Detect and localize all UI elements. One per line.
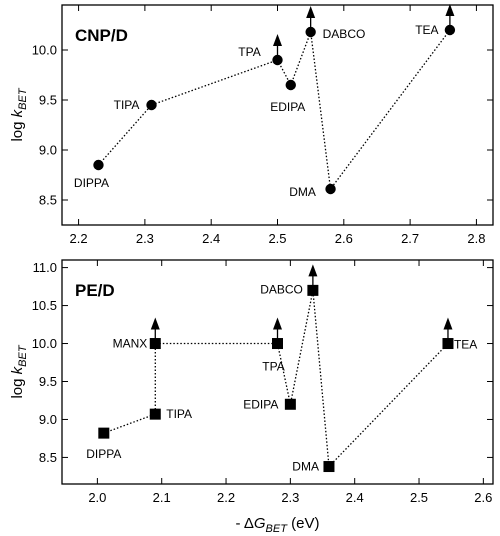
x-tick-label-2-5: 2.5 bbox=[410, 490, 428, 505]
data-label-tpa: TPA bbox=[238, 45, 260, 59]
lower-bound-arrow-manx-head bbox=[150, 317, 160, 330]
data-label-tipa: TIPA bbox=[114, 98, 140, 112]
lower-bound-arrow-tea-head bbox=[443, 317, 453, 330]
y-axis-title-variable: k bbox=[9, 108, 26, 117]
y-tick-label-10-0: 10.0 bbox=[32, 43, 57, 58]
data-point-dma bbox=[323, 461, 335, 473]
x-tick-label-2-6: 2.6 bbox=[474, 490, 492, 505]
data-label-tea: TEA bbox=[454, 338, 477, 352]
panel-title: CNP/D bbox=[75, 26, 128, 45]
lower-bound-arrow-dabco-head bbox=[308, 264, 318, 277]
data-point-tipa bbox=[149, 408, 161, 420]
x-axis-title: - ΔGBET (eV) bbox=[236, 515, 320, 535]
data-label-edipa: EDIPA bbox=[270, 100, 305, 114]
data-label-dabco: DABCO bbox=[323, 27, 366, 41]
lower-bound-arrow-manx bbox=[150, 317, 160, 339]
data-label-tipa: TIPA bbox=[166, 407, 192, 421]
x-tick-label-2-2: 2.2 bbox=[70, 231, 88, 246]
data-point-dippa bbox=[98, 427, 110, 439]
y-axis-title: log kBET bbox=[9, 344, 29, 398]
panel-pe-d: 2.0 2.1 2.2 2.3 2.4 2.5 2.6 8.5 9.0 9.5 10.0 10.5 11… bbox=[9, 259, 494, 505]
data-point-edipa bbox=[284, 398, 296, 410]
x-axis-title-text-variable: G bbox=[254, 515, 266, 532]
data-point-tea bbox=[444, 24, 456, 36]
y-axis-title-prefix: log bbox=[9, 374, 26, 398]
data-label-dippa: DIPPA bbox=[74, 176, 109, 190]
y-tick-label-8-5: 8.5 bbox=[39, 450, 57, 465]
data-point-dma bbox=[325, 183, 336, 195]
data-point-tpa bbox=[272, 338, 283, 350]
data-label-tpa: TPA bbox=[262, 360, 284, 374]
data-point-tea bbox=[442, 338, 454, 350]
data-point-manx bbox=[149, 338, 161, 350]
x-tick-label-2-1: 2.1 bbox=[153, 490, 171, 505]
data-label-dabco: DABCO bbox=[260, 282, 303, 296]
data-label-dippa: DIPPA bbox=[86, 447, 121, 461]
lower-bound-arrow-tea-head bbox=[445, 4, 455, 16]
y-axis-title-subscript: BET bbox=[17, 344, 29, 367]
data-point-dabco bbox=[307, 284, 319, 296]
x-tick-label-2-5: 2.5 bbox=[268, 231, 286, 246]
y-tick-label-10-5: 10.5 bbox=[32, 298, 57, 313]
x-tick-label-2-3: 2.3 bbox=[281, 490, 299, 505]
data-point-tipa bbox=[146, 99, 157, 111]
y-tick-label-8-5: 8.5 bbox=[39, 193, 57, 208]
x-axis-title-text-prefix: - Δ bbox=[236, 515, 254, 532]
x-axis-title-text: - ΔGBET (eV) bbox=[236, 515, 320, 535]
lower-bound-arrow-dabco bbox=[306, 6, 316, 27]
data-point-tpa bbox=[272, 54, 283, 66]
lower-bound-arrow-tpa-head bbox=[273, 317, 282, 330]
data-label-tea: TEA bbox=[415, 23, 438, 37]
data-point-dippa bbox=[93, 159, 104, 171]
y-tick-label-9-0: 9.0 bbox=[39, 143, 57, 158]
x-tick-label-2-0: 2.0 bbox=[88, 490, 106, 505]
y-tick-label-10-0: 10.0 bbox=[32, 336, 57, 351]
panel-title: PE/D bbox=[75, 281, 115, 300]
x-tick-label-2-6: 2.6 bbox=[335, 231, 353, 246]
x-tick-label-2-4: 2.4 bbox=[346, 490, 364, 505]
y-tick-label-9-5: 9.5 bbox=[39, 374, 57, 389]
plot-frame bbox=[61, 259, 494, 485]
y-tick-label-9-0: 9.0 bbox=[39, 412, 57, 427]
x-tick-label-2-7: 2.7 bbox=[401, 231, 419, 246]
y-tick-label-9-5: 9.5 bbox=[39, 93, 57, 108]
data-label-dma: DMA bbox=[292, 460, 319, 474]
data-label-manx: MANX bbox=[113, 337, 148, 351]
lower-bound-arrow-tpa bbox=[273, 34, 282, 55]
x-axis-title-text-subscript: BET bbox=[266, 523, 289, 535]
series-line bbox=[103, 290, 449, 468]
lower-bound-arrow-tea bbox=[445, 4, 455, 25]
y-tick-label-11-0: 11.0 bbox=[33, 260, 57, 275]
data-point-dabco bbox=[305, 26, 316, 38]
data-point-edipa bbox=[285, 79, 296, 91]
lower-bound-arrow-dabco-head bbox=[306, 6, 316, 18]
x-tick-label-2-2: 2.2 bbox=[217, 490, 235, 505]
lower-bound-arrow-tpa-head bbox=[273, 34, 282, 46]
data-label-edipa: EDIPA bbox=[243, 397, 278, 411]
y-axis-title: log kBET bbox=[9, 87, 29, 141]
x-axis-title-text-unit: (eV) bbox=[287, 515, 320, 532]
data-label-dma: DMA bbox=[289, 185, 316, 199]
lower-bound-arrow-tea bbox=[443, 317, 453, 339]
y-axis-title-subscript: BET bbox=[17, 87, 29, 110]
x-tick-label-2-3: 2.3 bbox=[136, 231, 154, 246]
lower-bound-arrow-dabco bbox=[308, 264, 318, 286]
lower-bound-arrow-tpa bbox=[273, 317, 282, 339]
x-tick-label-2-4: 2.4 bbox=[202, 231, 220, 246]
panel-cnp-d: 2.2 2.3 2.4 2.5 2.6 2.7 2.8 8.5 9.0 9.5 10.0 CNP/D l… bbox=[9, 4, 494, 246]
y-axis-title-prefix: log bbox=[9, 117, 26, 141]
x-tick-label-2-8: 2.8 bbox=[467, 231, 485, 246]
y-axis-title-variable: k bbox=[9, 365, 26, 374]
